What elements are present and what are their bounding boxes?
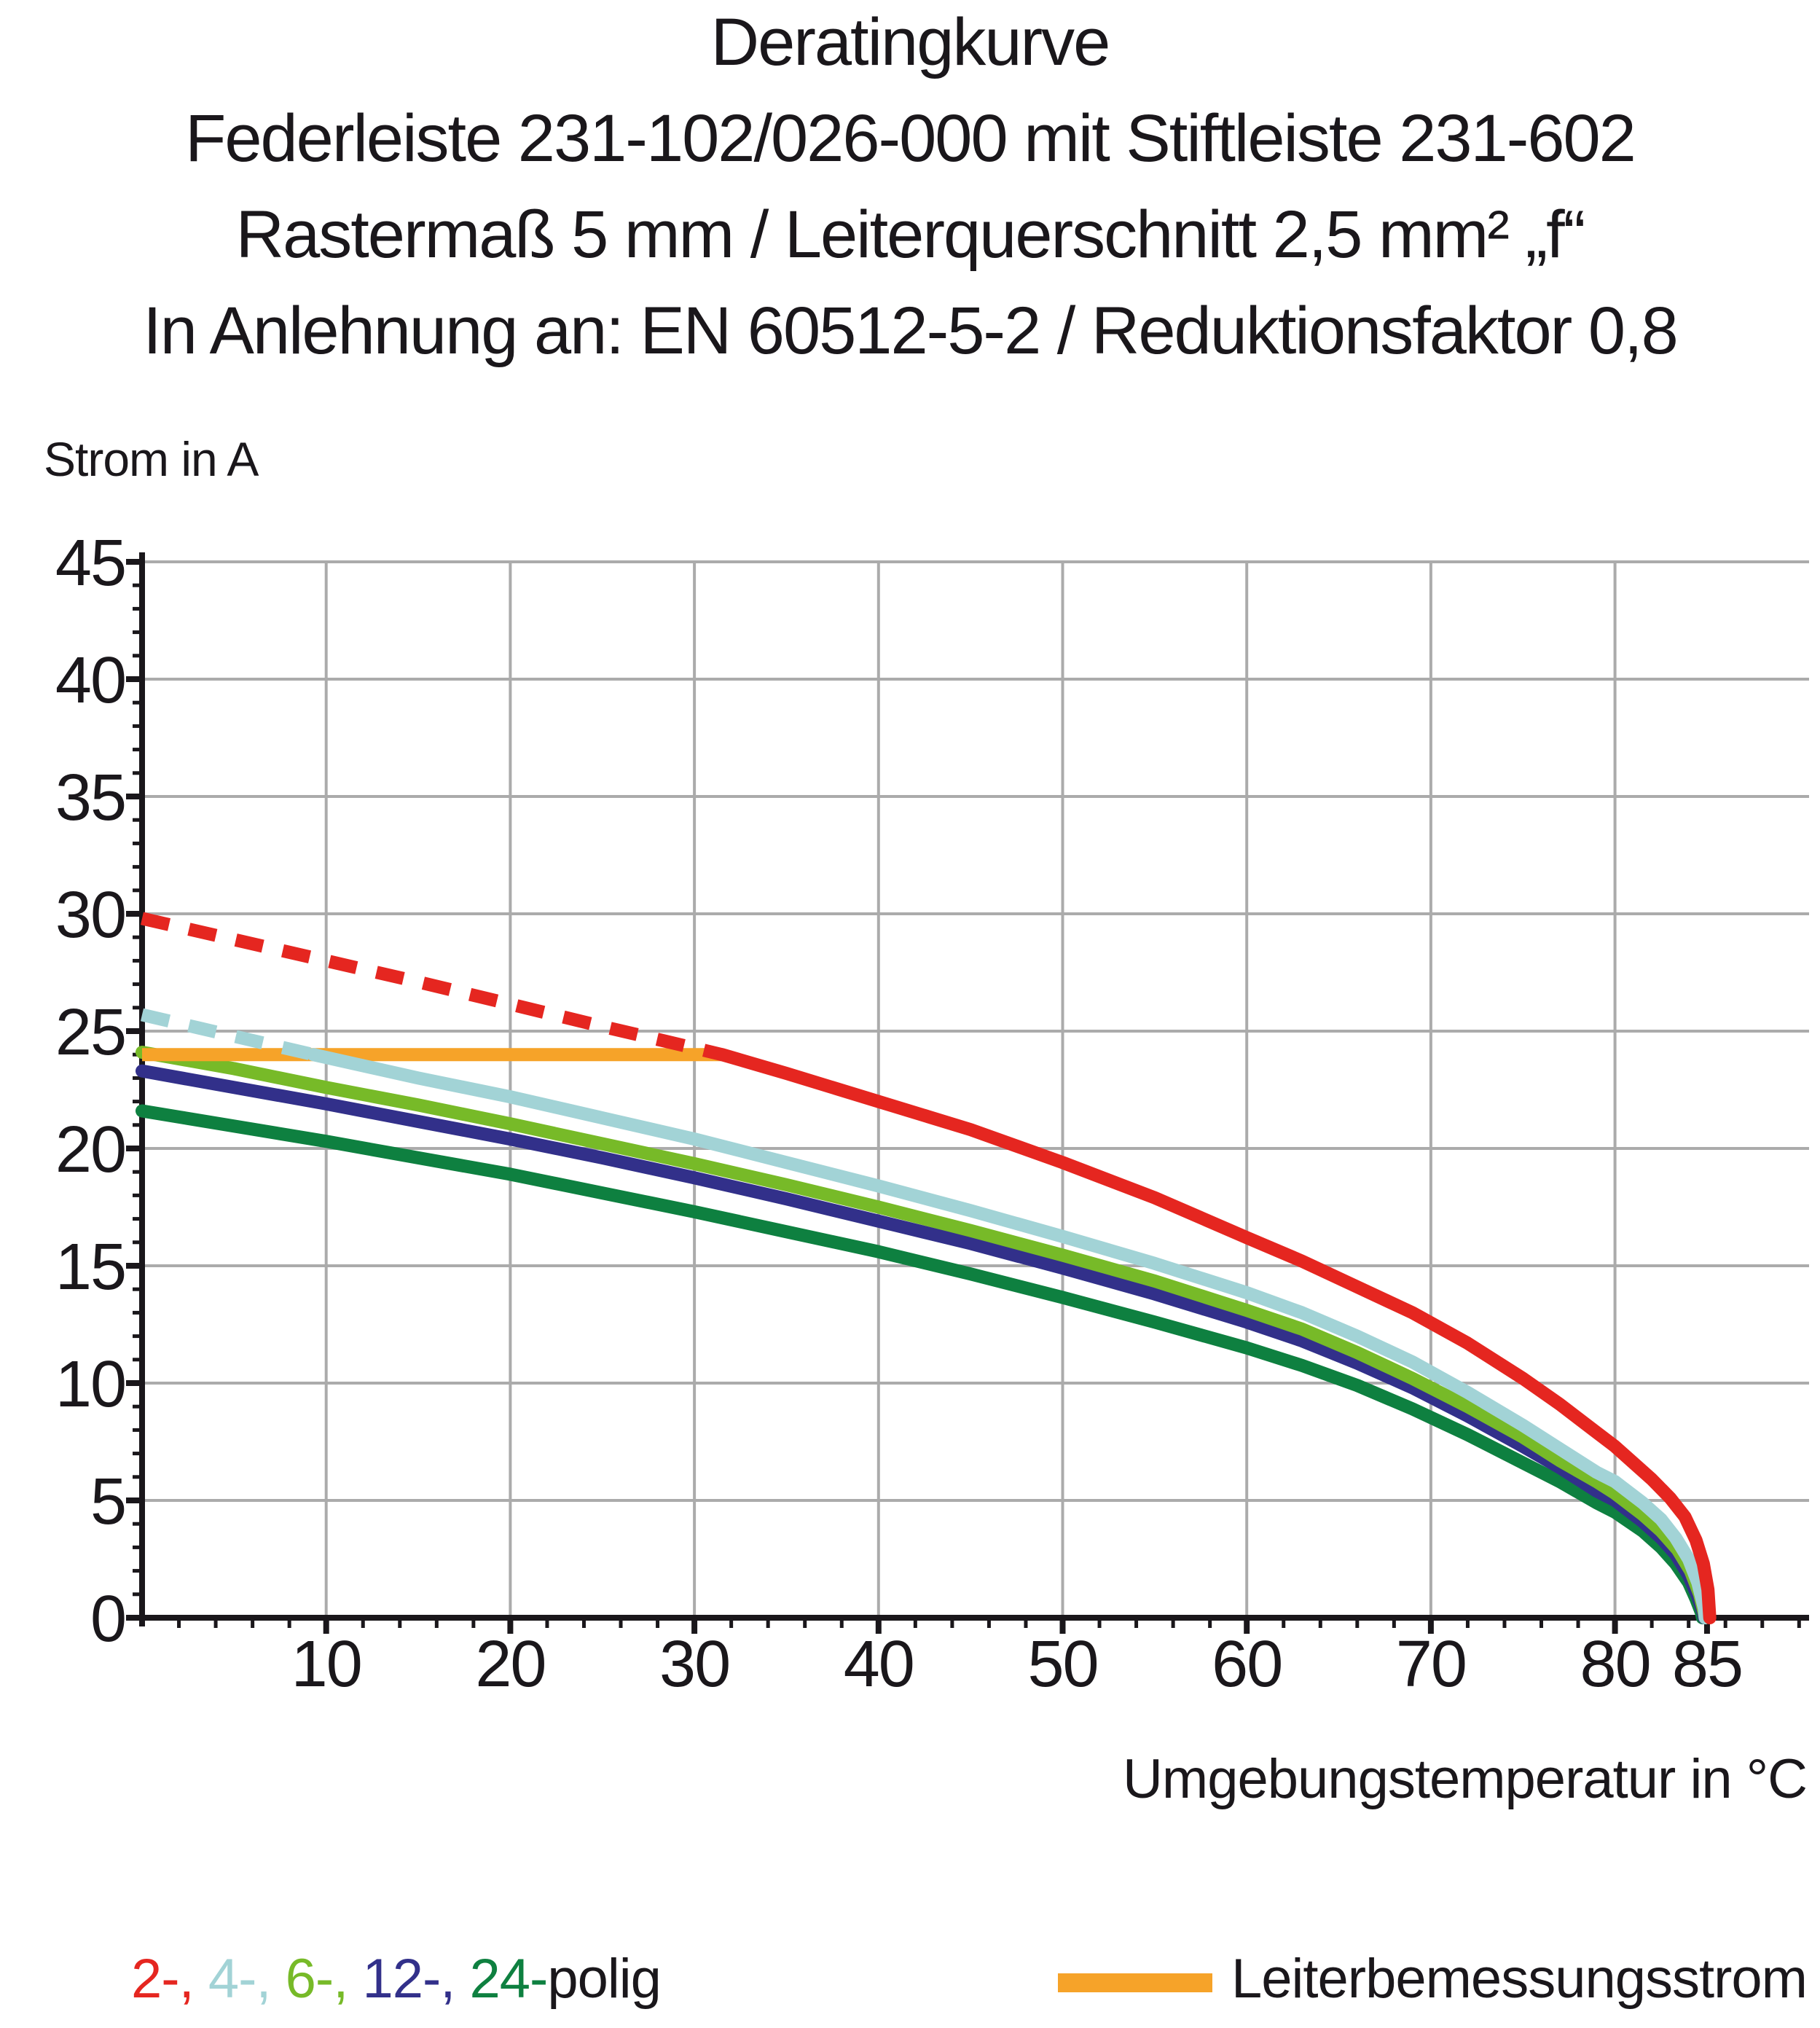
- legend-poles-segment-24: 24-: [469, 1948, 549, 2010]
- y-axis-title: Strom in A: [44, 432, 259, 486]
- curve-6-polig: [136, 1046, 1712, 1624]
- legend-poles-segment-polig: polig: [547, 1948, 662, 2010]
- legend-poles: 2-, 4-, 6-, 12-, 24-polig: [131, 1947, 662, 2011]
- y-tick-label-10: 10: [55, 1348, 125, 1421]
- chart-subtitle-norm: In Anlehnung an: EN 60512-5-2 / Reduktio…: [143, 294, 1678, 368]
- legend-rated-label: Leiterbemessungsstrom: [1231, 1948, 1808, 2010]
- x-tick-label-70: 70: [1396, 1628, 1466, 1701]
- y-tick-label-15: 15: [55, 1231, 125, 1304]
- y-tick-label-0: 0: [90, 1583, 125, 1656]
- y-tick-label-40: 40: [55, 644, 125, 717]
- y-tick-label-45: 45: [55, 527, 125, 600]
- legend-poles-segment-6: 6-,: [285, 1948, 363, 2010]
- x-tick-label-30: 30: [659, 1628, 729, 1701]
- y-tick-label-5: 5: [90, 1465, 125, 1538]
- x-tick-label-85: 85: [1672, 1628, 1742, 1701]
- y-tick-label-25: 25: [55, 996, 125, 1069]
- legend-poles-segment-4: 4-,: [208, 1948, 286, 2010]
- rated-current-swatch: [1057, 1973, 1212, 1992]
- curve-2-polig: [715, 1048, 1717, 1624]
- chart-title: Deratingkurve: [710, 5, 1111, 79]
- y-tick-label-20: 20: [55, 1113, 125, 1186]
- x-tick-label-40: 40: [844, 1628, 914, 1701]
- x-tick-label-50: 50: [1027, 1628, 1097, 1701]
- curve-4-polig-dashed: [140, 1008, 315, 1061]
- curve-2-polig-dashed: [140, 912, 724, 1061]
- y-tick-label-35: 35: [55, 762, 125, 834]
- x-axis-title: Umgebungstemperatur in °C: [1123, 1748, 1808, 1810]
- curve-24-polig: [136, 1104, 1709, 1624]
- chart-subtitle-spec: Rastermaß 5 mm / Leiterquerschnitt 2,5 m…: [235, 197, 1586, 272]
- x-tick-label-20: 20: [475, 1628, 545, 1701]
- legend-poles-segment-2: 2-,: [131, 1948, 208, 2010]
- x-tick-label-10: 10: [291, 1628, 361, 1701]
- curve-4-polig: [307, 1048, 1712, 1624]
- legend-rated: Leiterbemessungsstrom: [1057, 1947, 1808, 2011]
- chart-subtitle-product: Federleiste 231-102/026-000 mit Stiftlei…: [185, 101, 1636, 176]
- x-tick-label-60: 60: [1212, 1628, 1282, 1701]
- legend-poles-segment-12: 12-,: [362, 1948, 470, 2010]
- y-tick-label-30: 30: [55, 879, 125, 952]
- x-tick-label-80: 80: [1580, 1628, 1650, 1701]
